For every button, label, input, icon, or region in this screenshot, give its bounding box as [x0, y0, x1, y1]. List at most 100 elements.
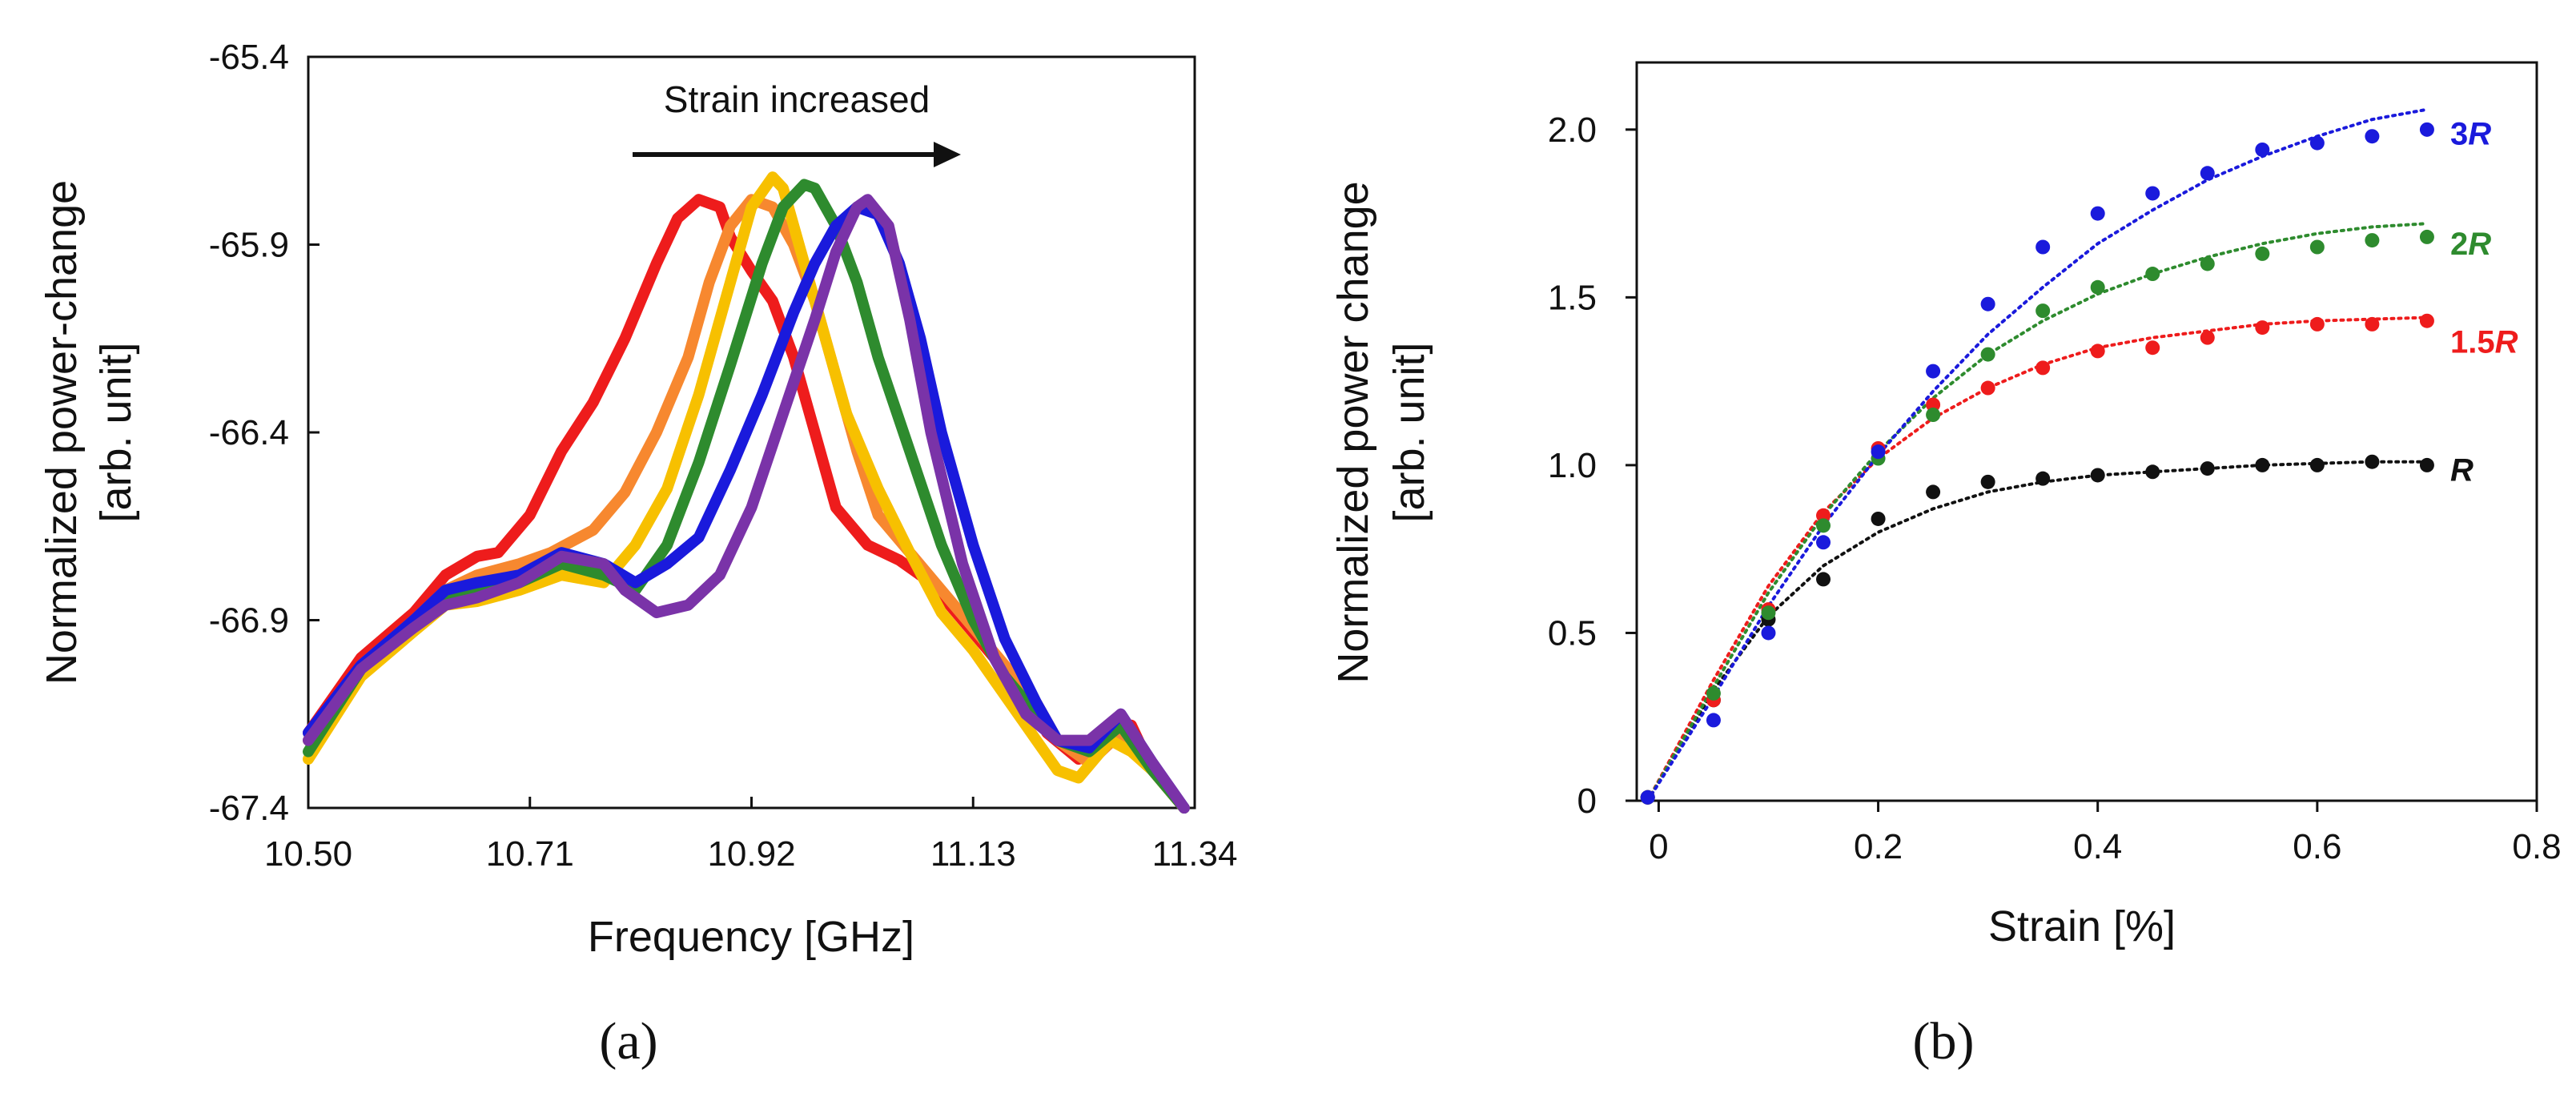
series-label-3R: 3R [2450, 117, 2491, 152]
data-point-2R [2419, 229, 2434, 244]
data-point-1.5R [2145, 340, 2160, 356]
data-point-1.5R [2365, 316, 2380, 332]
data-point-2R [2365, 233, 2380, 248]
data-point-3R [1926, 364, 1941, 379]
data-point-R [2365, 454, 2380, 469]
data-point-2R [2035, 303, 2051, 319]
y-tick-label: -65.9 [209, 226, 289, 265]
strain-arrow-head [934, 142, 961, 167]
data-point-R [2255, 457, 2270, 472]
x-tick-label: 0.2 [1854, 827, 1903, 866]
data-point-3R [1640, 790, 1655, 805]
panel-b-series-labels: R 1.5R 2R 3R [2450, 117, 2518, 488]
x-tick-label: 10.71 [486, 834, 574, 874]
y-tick-label: 1.0 [1548, 446, 1597, 485]
fit-line-2R [1646, 222, 2429, 802]
data-point-2R [1816, 518, 1831, 533]
panel-a-label: (a) [599, 1012, 657, 1071]
x-tick-label: 0.6 [2293, 827, 2341, 866]
y-tick-label: 2.0 [1548, 111, 1597, 150]
x-tick-label: 10.50 [264, 834, 352, 874]
data-point-R [2309, 457, 2325, 472]
data-point-3R [1980, 296, 1995, 311]
y-tick-label: 0 [1577, 782, 1597, 821]
data-point-R [2145, 464, 2160, 480]
strain-annotation: Strain increased [664, 78, 930, 120]
data-point-R [1816, 572, 1831, 587]
data-point-3R [2090, 206, 2105, 221]
x-tick-label: 0.8 [2512, 827, 2561, 866]
y-tick-label: -65.4 [209, 38, 289, 77]
data-point-R [2090, 468, 2105, 483]
x-tick-label: 10.92 [707, 834, 795, 874]
y-tick-label: 0.5 [1548, 613, 1597, 653]
panel-b-points-group [1640, 122, 2434, 805]
data-point-3R [2255, 142, 2270, 157]
data-point-1.5R [2309, 316, 2325, 332]
panel-b-y-label-line1: Normalized power change [1329, 181, 1377, 683]
panel-a-x-ticks: 10.50 10.71 10.92 11.13 11.34 [264, 797, 1237, 874]
x-tick-label: 0.4 [2073, 827, 2122, 866]
data-point-2R [1761, 605, 1776, 621]
y-tick-label: 1.5 [1548, 278, 1597, 317]
data-point-2R [2255, 246, 2270, 261]
x-tick-label: 11.34 [1152, 834, 1238, 874]
data-point-3R [2035, 239, 2051, 255]
series-line-orange [303, 194, 1190, 814]
data-point-3R [1871, 444, 1886, 460]
data-point-1.5R [1980, 380, 1995, 396]
data-point-3R [2365, 129, 2380, 144]
x-tick-label: 0 [1649, 827, 1668, 866]
data-point-1.5R [2419, 313, 2434, 328]
series-line-yellow [303, 171, 1190, 814]
data-point-1.5R [2255, 320, 2270, 336]
data-point-R [1980, 474, 1995, 489]
series-line-red [303, 194, 1190, 814]
data-point-2R [2090, 279, 2105, 295]
data-point-3R [2145, 186, 2160, 201]
panel-a-x-label: Frequency [GHz] [588, 913, 914, 961]
panel-b-fit-group [1646, 107, 2429, 802]
x-tick-label: 11.13 [930, 834, 1016, 874]
series-line-blue [303, 201, 1190, 814]
panel-a-y-label-line1: Normalized power-change [38, 180, 86, 685]
panel-b-frame [1635, 61, 2538, 802]
data-point-1.5R [2035, 360, 2051, 376]
panel-a-y-ticks: -65.4 -65.9 -66.4 -66.9 -67.4 [209, 38, 319, 828]
data-point-R [2419, 457, 2434, 472]
data-point-2R [2309, 239, 2325, 255]
y-tick-label: -66.9 [209, 601, 289, 641]
series-label-2R: 2R [2450, 227, 2491, 262]
data-point-3R [2419, 122, 2434, 137]
data-point-3R [1761, 625, 1776, 641]
data-point-3R [1706, 713, 1721, 728]
series-label-R: R [2450, 453, 2474, 488]
data-point-2R [1980, 347, 1995, 362]
data-point-2R [2200, 256, 2215, 271]
y-tick-label: -67.4 [209, 789, 289, 828]
data-point-3R [1816, 535, 1831, 550]
panel-b-label: (b) [1913, 1012, 1975, 1071]
data-point-1.5R [2200, 330, 2215, 345]
panel-b-x-ticks: 0 0.2 0.4 0.6 0.8 [1649, 801, 2562, 866]
data-point-R [1871, 511, 1886, 526]
panel-a-y-label-line2: [arb. unit] [92, 342, 140, 522]
data-point-3R [2200, 166, 2215, 181]
data-point-3R [2309, 135, 2325, 151]
data-point-R [2200, 461, 2215, 476]
data-point-2R [1706, 685, 1721, 701]
fit-line-3R [1646, 107, 2429, 802]
panel-b-y-label-line2: [arb. unit] [1385, 342, 1433, 522]
panel-b-y-ticks: 0 0.5 1.0 1.5 2.0 [1548, 111, 1637, 821]
series-line-green [303, 179, 1190, 814]
panel-a: -65.4 -65.9 -66.4 -66.9 -67.4 10.50 10.71 10.9… [38, 38, 1237, 1071]
data-point-R [2035, 471, 2051, 486]
y-tick-label: -66.4 [209, 413, 289, 452]
data-point-1.5R [1926, 397, 1941, 412]
panel-b-x-label: Strain [%] [1988, 902, 2176, 950]
data-point-R [1926, 484, 1941, 500]
data-point-1.5R [1816, 508, 1831, 523]
panel-b: 0 0.5 1.0 1.5 2.0 0 0.2 0.4 0.6 0.8 R 1.5R 2R 3R St… [1329, 61, 2562, 1071]
series-label-1.5R: 1.5R [2450, 325, 2518, 360]
